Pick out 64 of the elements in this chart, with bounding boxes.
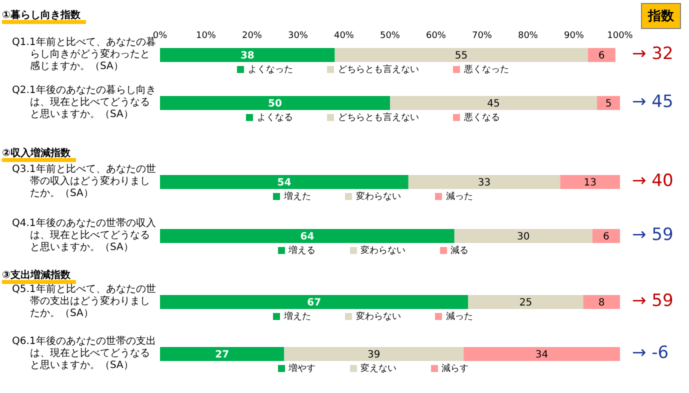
legend-label: 減る <box>450 246 468 256</box>
legend-label: 増えた <box>284 312 311 322</box>
legend-label: よくなる <box>257 113 293 123</box>
text: ③支出増減指数 <box>2 268 76 284</box>
y-tick-label: Q6.1年後のあなたの世帯の支出は、現在と比べてどうなると思いますか。（SA） <box>12 336 157 372</box>
legend-label: どちらとも言えない <box>338 113 419 123</box>
data-label: 45 <box>487 98 500 110</box>
legend-label: よくなった <box>248 65 293 75</box>
legend-label: 変わらない <box>360 246 406 256</box>
legend-label: 変わらない <box>356 192 401 202</box>
legend-label: 変わらない <box>356 312 401 322</box>
legend-label: 悪くなった <box>464 65 509 75</box>
y-tick-label: Q5.1年前と比べて、あなたの世帯の支出はどう変わりましたか。（SA） <box>12 284 157 320</box>
data-label: 39 <box>368 350 380 361</box>
x-tick-label: 70% <box>472 31 492 41</box>
x-tick-label: 100% <box>607 31 634 41</box>
x-tick-label: 90% <box>564 31 584 41</box>
text: ②収入増減指数 <box>2 146 76 162</box>
data-label: 34 <box>535 350 548 361</box>
legend-label: 減った <box>446 192 473 202</box>
bar <box>160 48 335 62</box>
text: 指数 <box>641 3 681 29</box>
data-label: 50 <box>268 98 282 110</box>
x-tick-label: 60% <box>426 31 446 41</box>
bar <box>334 48 588 62</box>
text: → 32 <box>632 44 674 64</box>
data-label: 6 <box>598 50 605 62</box>
data-label: 30 <box>517 232 530 243</box>
data-label: 5 <box>605 98 612 110</box>
bar <box>588 48 616 62</box>
legend-label: どちらとも言えない <box>338 65 419 75</box>
x-tick-label: 80% <box>518 31 538 41</box>
y-tick-label: Q3.1年前と比べて、あなたの世帯の収入はどう変わりましたか。（SA） <box>12 164 157 200</box>
y-tick-label: Q2.1年後のあなたの暮らし向きは、現在と比べてどうなると思いますか。（SA） <box>12 85 157 121</box>
text: → 59 <box>632 225 674 245</box>
x-tick-label: 40% <box>334 31 354 41</box>
data-label: 67 <box>307 298 322 309</box>
data-label: 6 <box>603 232 610 243</box>
data-label: 25 <box>519 298 532 309</box>
x-tick-label: 30% <box>288 31 308 41</box>
text: → 59 <box>632 291 674 311</box>
data-label: 33 <box>478 178 491 189</box>
text: → 45 <box>632 92 674 112</box>
data-label: 55 <box>454 50 468 62</box>
legend-label: 増えた <box>284 192 311 202</box>
data-label: 8 <box>598 298 605 309</box>
text: ①暮らし向き指数 <box>2 8 86 24</box>
x-tick-label: 20% <box>242 31 262 41</box>
data-label: 64 <box>300 232 314 243</box>
data-label: 13 <box>584 178 596 189</box>
x-tick-label: 50% <box>380 31 400 41</box>
text: → 40 <box>632 171 674 191</box>
data-label: 27 <box>215 350 230 361</box>
legend-label: 増える <box>288 246 316 256</box>
data-label: 54 <box>277 178 292 189</box>
legend-label: 悪くなる <box>464 113 500 123</box>
legend-label: 減らす <box>442 364 468 374</box>
legend-label: 変えない <box>360 364 396 374</box>
data-label: 38 <box>240 50 254 62</box>
legend-label: 増やす <box>288 364 316 374</box>
y-tick-label: Q4.1年後のあなたの世帯の収入は、現在と比べてどうなると思いますか。（SA） <box>12 218 157 254</box>
legend-label: 減った <box>446 312 473 322</box>
x-tick-label: 10% <box>196 31 216 41</box>
text: → -6 <box>632 343 669 363</box>
